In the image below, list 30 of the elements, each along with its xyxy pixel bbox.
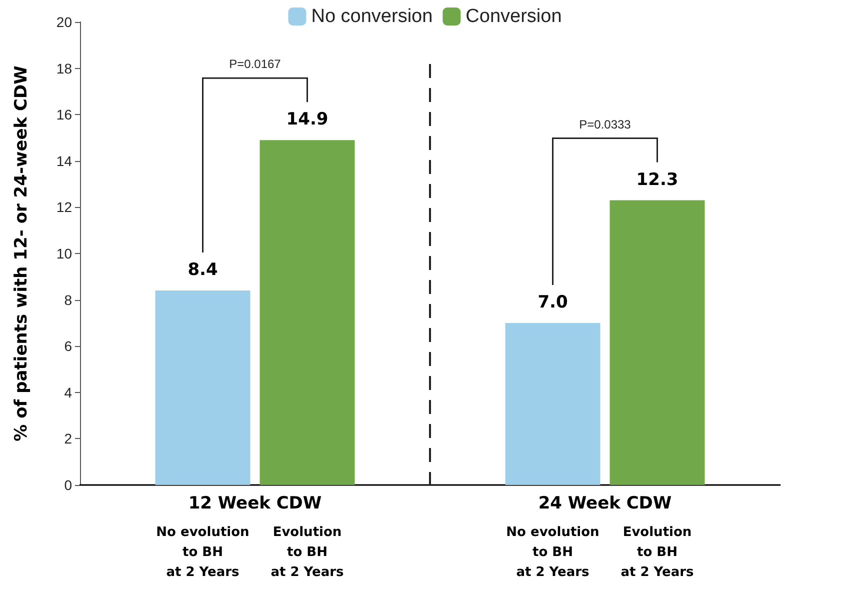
text: Evolution to BH at 2 Years — [270, 524, 344, 582]
y-tick-label: 0 — [64, 477, 72, 493]
legend-label: No conversion — [311, 6, 433, 27]
y-axis-title: % of patients with 12- or 24-week CDW — [12, 65, 32, 442]
annotation: P=0.0167 — [229, 57, 282, 72]
bar — [155, 290, 250, 485]
text: No evolution to BH at 2 Years — [506, 524, 600, 582]
x-tick-label: 12 Week CDW — [188, 494, 322, 514]
y-tick-label: 14 — [56, 152, 72, 169]
y-tick-label: 20 — [56, 14, 72, 30]
data-label: 8.4 — [188, 260, 218, 280]
data-label: 7.0 — [538, 292, 568, 312]
y-tick-label: 2 — [64, 430, 72, 447]
y-tick-label: 8 — [64, 292, 72, 308]
data-label: 12.3 — [636, 170, 678, 190]
y-tick-label: 18 — [56, 60, 72, 76]
text: No evolution to BH at 2 Years — [156, 524, 250, 582]
bar — [260, 140, 355, 485]
y-tick-label: 6 — [64, 338, 72, 354]
data-label: 14.9 — [286, 110, 328, 130]
y-tick-label: 16 — [56, 106, 72, 123]
x-tick-label: 24 Week CDW — [538, 494, 672, 514]
y-tick-label: 10 — [56, 246, 72, 262]
y-tick-label: 4 — [64, 384, 72, 400]
bar — [505, 322, 600, 485]
text: Evolution to BH at 2 Years — [620, 524, 694, 582]
annotation: P=0.0333 — [579, 117, 632, 132]
bar — [610, 200, 705, 485]
legend-label: Conversion — [466, 6, 562, 27]
y-tick-label: 12 — [56, 199, 72, 216]
